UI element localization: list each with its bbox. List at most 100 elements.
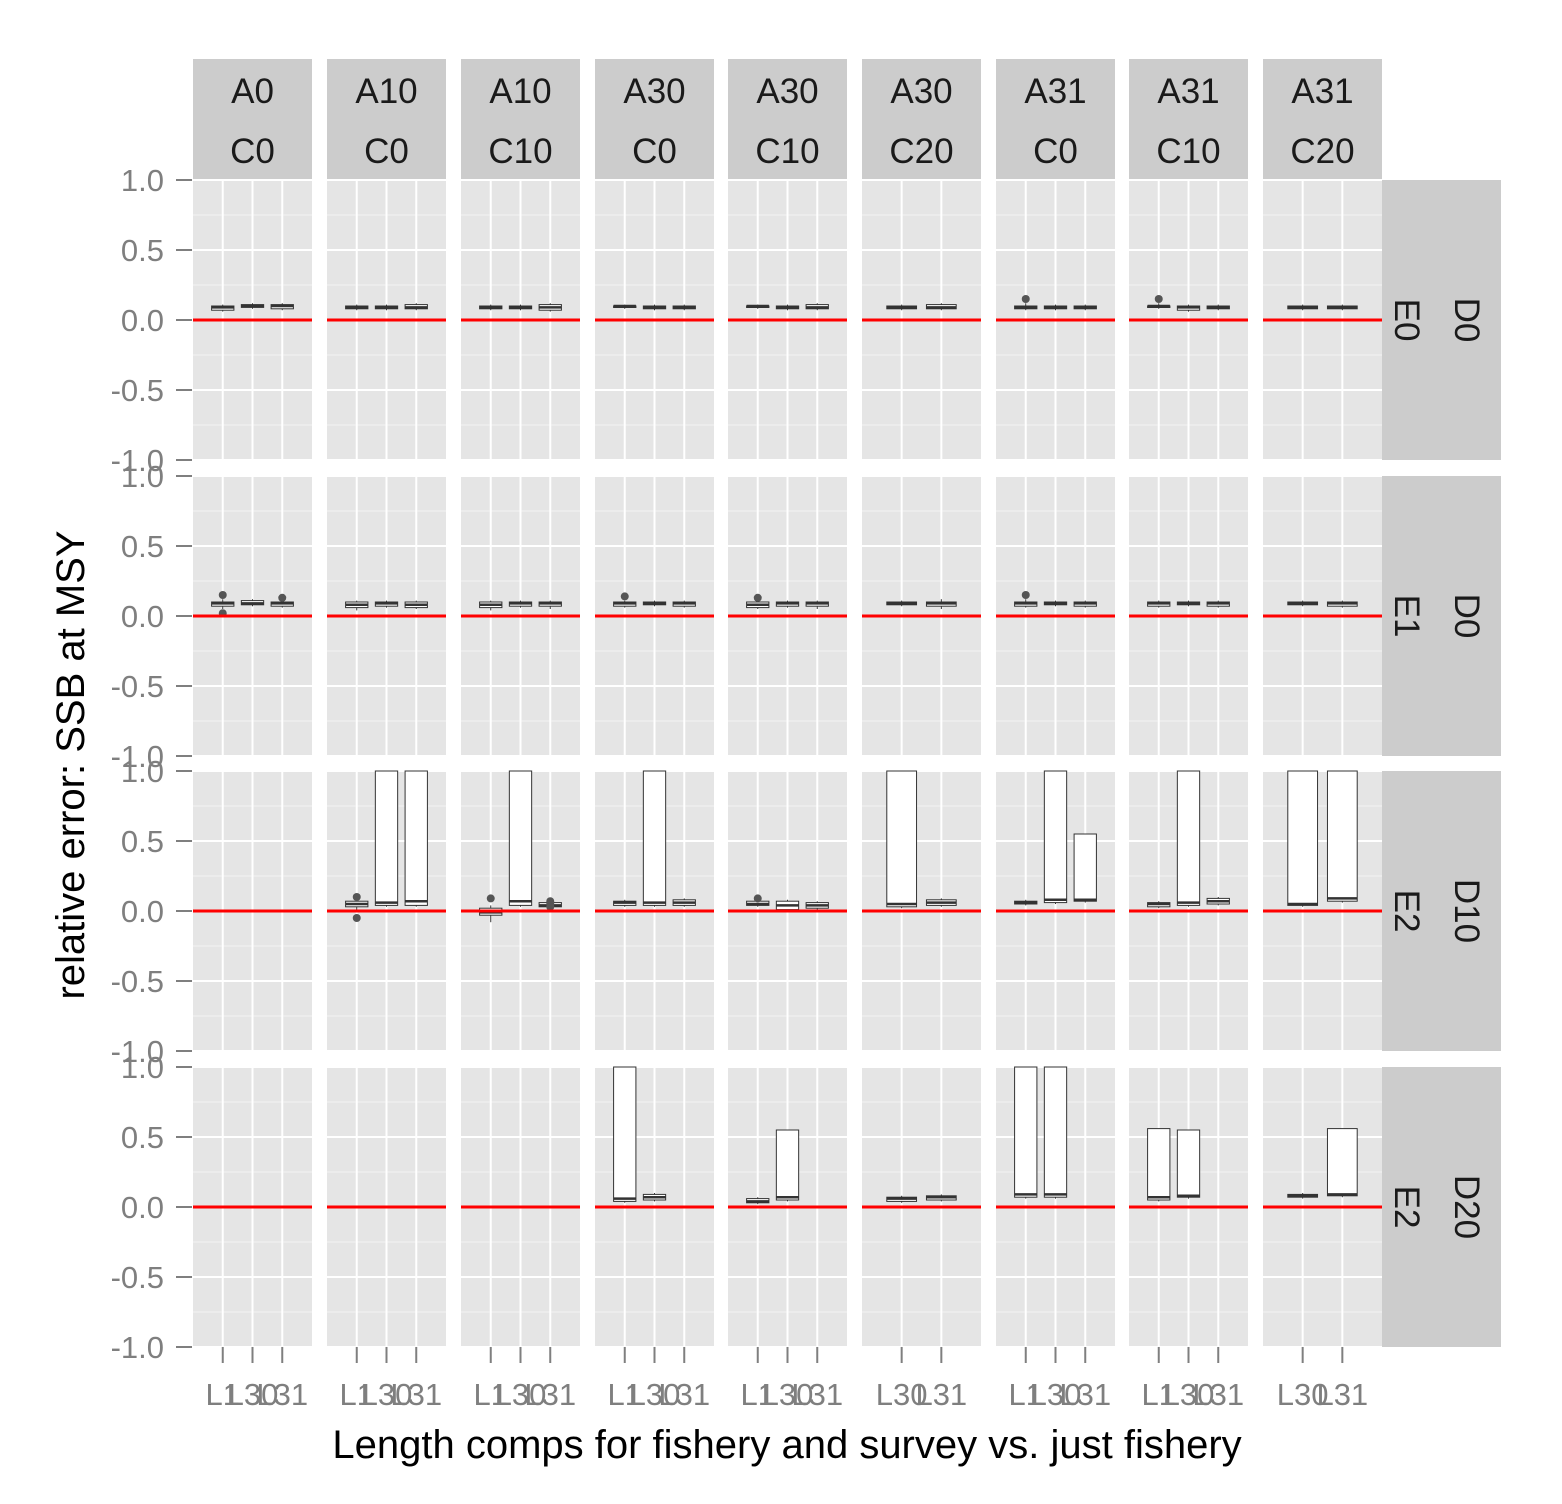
box [886, 1195, 918, 1203]
y-tick-label: 1.0 [121, 754, 164, 789]
panel [193, 1066, 312, 1348]
box-outlier [1021, 591, 1030, 599]
row-strip: D20 E2 [1382, 1067, 1501, 1347]
box-outlier [352, 914, 361, 922]
box [642, 770, 667, 907]
panel [1129, 179, 1248, 461]
x-tick-label: L31 [1192, 1377, 1244, 1412]
box [642, 600, 667, 607]
column-strip-bottom-label: C20 [889, 132, 953, 171]
x-tick-label: L30 [1163, 1377, 1215, 1412]
column-strip-top-label: A10 [355, 72, 417, 111]
box [746, 894, 770, 907]
row-strip-background [1382, 1067, 1501, 1347]
box [240, 303, 265, 309]
box-body [775, 1129, 800, 1201]
y-tick-label: -0.5 [111, 964, 164, 999]
box-outlier [1154, 295, 1163, 303]
box [925, 898, 957, 907]
box [538, 600, 562, 609]
y-axis: 1.0 0.5 0.0 -0.5 -1.0 [111, 459, 192, 774]
panel [461, 179, 580, 461]
panel [728, 770, 847, 1052]
box [1326, 1128, 1358, 1198]
row-strip: D10 E2 [1382, 771, 1501, 1051]
box-body [374, 770, 399, 906]
y-tick-label: 0.0 [121, 894, 164, 929]
x-tick-label: L30 [495, 1377, 547, 1412]
box [270, 303, 294, 311]
box-body [1073, 833, 1097, 902]
row-strip-top-label: D0 [1447, 298, 1486, 343]
y-axis: 1.0 0.5 0.0 -0.5 -1.0 [111, 754, 192, 1069]
column-strip: A31 C10 [1129, 59, 1248, 180]
column-strip: A31 C0 [996, 59, 1115, 180]
box-body [1287, 770, 1319, 906]
box [345, 893, 369, 922]
y-tick-label: 0.0 [121, 1190, 164, 1225]
box [404, 600, 428, 609]
column-strip-bottom-label: C10 [488, 132, 552, 171]
panel [996, 770, 1115, 1052]
box [886, 770, 918, 909]
box [1073, 304, 1097, 311]
x-tick-label: L31 [1059, 1377, 1111, 1412]
box [613, 304, 637, 309]
column-strip-top-label: A30 [756, 72, 818, 111]
box [1043, 1066, 1068, 1199]
box [1043, 304, 1068, 311]
box-body [1176, 770, 1201, 906]
box [1043, 600, 1068, 607]
x-tick-label: L31 [390, 1377, 442, 1412]
box [479, 304, 503, 311]
box [538, 303, 562, 312]
box [642, 1193, 667, 1202]
panel [595, 1066, 714, 1348]
y-axis-title: relative error: SSB at MSY [49, 530, 93, 999]
box [374, 304, 399, 311]
column-strip: A10 C0 [327, 59, 446, 180]
panel [193, 770, 312, 1052]
row-strip-bottom-label: E0 [1387, 299, 1426, 342]
x-tick-label: L1 [340, 1377, 374, 1412]
column-strip-bottom-label: C20 [1290, 132, 1354, 171]
box [672, 304, 696, 311]
box [886, 600, 918, 607]
box [1147, 600, 1171, 608]
box [374, 770, 399, 907]
box [345, 304, 369, 311]
x-tick-label: L31 [658, 1377, 710, 1412]
column-strip: A31 C20 [1263, 59, 1382, 180]
panel [1263, 179, 1382, 461]
row-strip-top-label: D20 [1447, 1175, 1486, 1239]
x-tick-label: L30 [361, 1377, 413, 1412]
panel [193, 179, 312, 461]
box [1147, 1128, 1171, 1202]
column-strip-background [1263, 59, 1382, 180]
box [775, 899, 800, 911]
box-outlier [218, 591, 227, 599]
x-tick-label: L30 [876, 1377, 928, 1412]
x-tick-label: L1 [1142, 1377, 1176, 1412]
y-tick-label: -0.5 [111, 1260, 164, 1295]
box [1073, 833, 1097, 903]
box [1206, 304, 1230, 311]
panel [996, 1066, 1115, 1348]
y-tick-label: -1.0 [111, 443, 164, 478]
y-axes: 1.00.50.0-0.5-1.01.00.50.0-0.5-1.01.00.5… [111, 163, 192, 1365]
box [1206, 897, 1230, 906]
box [1014, 1066, 1038, 1199]
box [1073, 600, 1097, 608]
box [1326, 304, 1358, 311]
column-strip-background [595, 59, 714, 180]
box [1176, 600, 1201, 607]
x-tick-label: L31 [915, 1377, 967, 1412]
box [672, 600, 696, 608]
y-tick-label: 1.0 [121, 459, 164, 494]
panel [996, 475, 1115, 757]
